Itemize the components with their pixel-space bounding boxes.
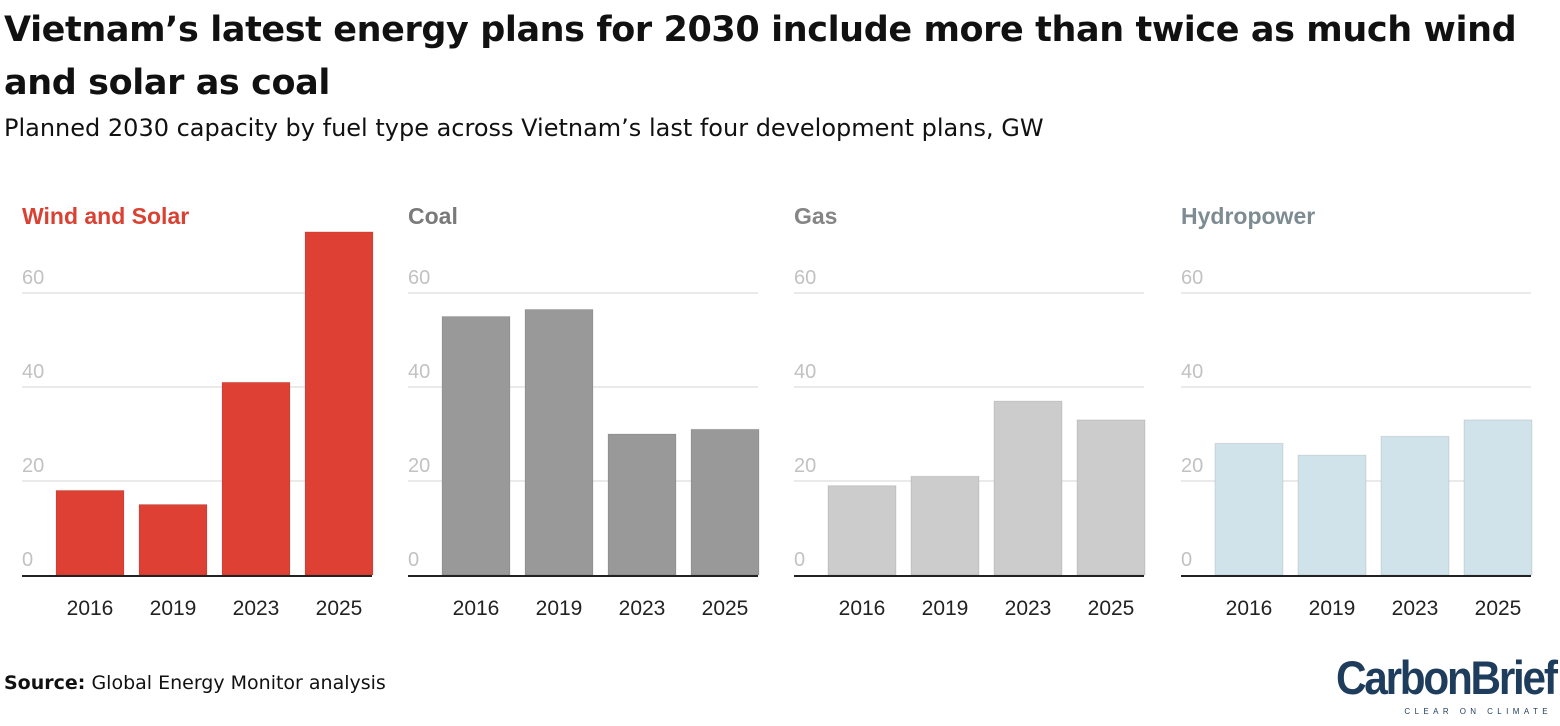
y-tick-wind-and-solar-0: 0 [22, 549, 33, 571]
panel-title-gas: Gas [794, 203, 837, 229]
source-label: Source: [4, 672, 86, 694]
y-tick-gas-40: 40 [794, 361, 816, 383]
y-tick-coal-60: 60 [408, 267, 430, 289]
bar-coal-2023[interactable] [607, 433, 677, 576]
bar-wind-and-solar-2016[interactable] [55, 489, 125, 576]
bar-gas-2019[interactable] [910, 475, 980, 576]
bar-hydropower-2025[interactable] [1463, 419, 1533, 576]
y-tick-coal-20: 20 [408, 455, 430, 477]
source-text: Global Energy Monitor analysis [91, 672, 386, 694]
x-label-gas-2016: 2016 [839, 597, 886, 620]
x-label-gas-2023: 2023 [1005, 597, 1052, 620]
y-tick-wind-and-solar-60: 60 [22, 267, 44, 289]
panel-title-wind-and-solar: Wind and Solar [22, 203, 189, 229]
y-tick-wind-and-solar-40: 40 [22, 361, 44, 383]
chart-title: Vietnam’s latest energy plans for 2030 i… [4, 10, 1517, 103]
bar-coal-2016[interactable] [441, 316, 511, 576]
bar-gas-2023[interactable] [993, 400, 1063, 576]
y-tick-coal-0: 0 [408, 549, 419, 571]
x-label-hydropower-2019: 2019 [1309, 597, 1356, 620]
source-note: Source: Global Energy Monitor analysis [4, 672, 386, 694]
x-label-wind-and-solar-2019: 2019 [150, 597, 197, 620]
bar-gas-2016[interactable] [827, 485, 897, 576]
bar-wind-and-solar-2023[interactable] [221, 381, 291, 576]
y-tick-gas-60: 60 [794, 267, 816, 289]
x-label-wind-and-solar-2016: 2016 [67, 597, 114, 620]
bar-coal-2019[interactable] [524, 308, 594, 576]
y-tick-coal-40: 40 [408, 361, 430, 383]
panel-title-coal: Coal [408, 203, 458, 229]
y-tick-gas-20: 20 [794, 455, 816, 477]
x-label-gas-2025: 2025 [1088, 597, 1135, 620]
x-label-coal-2025: 2025 [702, 597, 749, 620]
x-label-wind-and-solar-2025: 2025 [316, 597, 363, 620]
bar-hydropower-2019[interactable] [1297, 454, 1367, 576]
chart-subtitle: Planned 2030 capacity by fuel type acros… [4, 114, 1044, 142]
x-label-hydropower-2016: 2016 [1226, 597, 1273, 620]
bar-wind-and-solar-2019[interactable] [138, 504, 208, 576]
y-tick-hydropower-20: 20 [1181, 455, 1203, 477]
x-label-coal-2019: 2019 [536, 597, 583, 620]
x-label-hydropower-2023: 2023 [1392, 597, 1439, 620]
x-label-hydropower-2025: 2025 [1475, 597, 1522, 620]
x-label-coal-2016: 2016 [453, 597, 500, 620]
x-label-coal-2023: 2023 [619, 597, 666, 620]
panel-title-hydropower: Hydropower [1181, 203, 1315, 229]
bar-coal-2025[interactable] [690, 428, 760, 576]
bar-hydropower-2016[interactable] [1214, 442, 1284, 576]
carbonbrief-logo[interactable]: CarbonBrief CLEAR ON CLIMATE [1336, 652, 1558, 722]
y-tick-hydropower-40: 40 [1181, 361, 1203, 383]
y-tick-gas-0: 0 [794, 549, 805, 571]
bar-hydropower-2023[interactable] [1380, 435, 1450, 576]
bar-wind-and-solar-2025[interactable] [304, 231, 374, 576]
y-tick-wind-and-solar-20: 20 [22, 455, 44, 477]
x-label-wind-and-solar-2023: 2023 [233, 597, 280, 620]
logo-tagline: CLEAR ON CLIMATE [1404, 707, 1552, 716]
logo-name: CarbonBrief [1336, 651, 1558, 704]
x-label-gas-2019: 2019 [922, 597, 969, 620]
y-tick-hydropower-0: 0 [1181, 549, 1192, 571]
y-tick-hydropower-60: 60 [1181, 267, 1203, 289]
bar-gas-2025[interactable] [1076, 419, 1146, 576]
